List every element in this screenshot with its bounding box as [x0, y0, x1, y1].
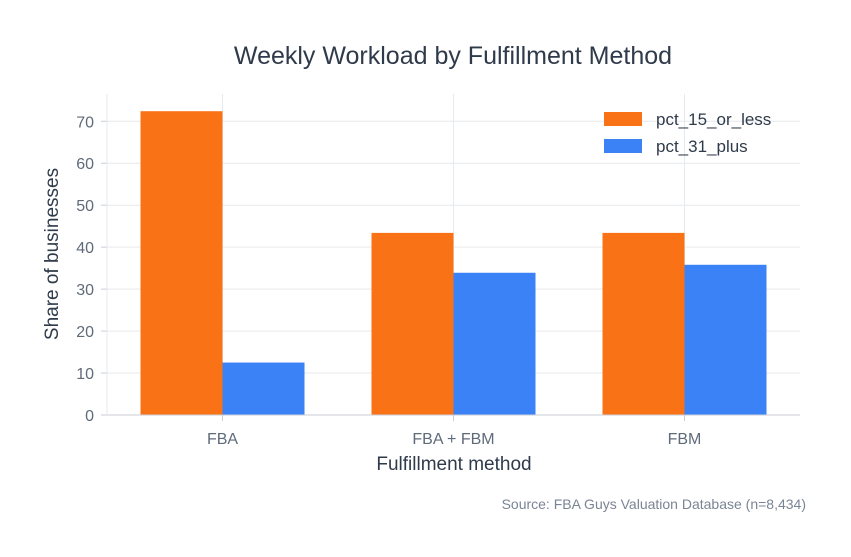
y-tick-label: 10: [76, 366, 94, 383]
bar-pct-31-plus-fba: [222, 362, 305, 415]
y-tick-label: 30: [76, 282, 94, 299]
legend-label-pct-15-or-less: pct_15_or_less: [656, 110, 771, 129]
bar-pct-15-or-less-fba-fbm: [371, 232, 454, 415]
legend: pct_15_or_less pct_31_plus: [604, 110, 771, 156]
bars-layer: [140, 111, 767, 415]
x-axis-title: Fulfillment method: [376, 454, 531, 475]
y-axis-title: Share of businesses: [42, 168, 63, 340]
y-tick-label: 40: [76, 240, 94, 257]
y-tick-label: 20: [76, 324, 94, 341]
bar-pct-31-plus-fba-fbm: [453, 272, 536, 415]
legend-label-pct-31-plus: pct_31_plus: [656, 137, 748, 156]
y-tick-label: 60: [76, 156, 94, 173]
bar-pct-15-or-less-fba: [140, 111, 223, 415]
bar-pct-31-plus-fbm: [684, 264, 767, 415]
x-tick-label: FBM: [668, 431, 702, 448]
y-tick-label: 70: [76, 114, 94, 131]
y-tick-label: 50: [76, 198, 94, 215]
source-note: Source: FBA Guys Valuation Database (n=8…: [502, 496, 806, 512]
bar-pct-15-or-less-fbm: [602, 232, 685, 415]
y-tick-label: 0: [85, 408, 94, 425]
legend-swatch-pct-31-plus: [604, 139, 642, 153]
chart-title: Weekly Workload by Fulfillment Method: [234, 42, 672, 70]
axis-layer: 0 10 20 30 40 50 60 70 FBA FBA + FBM FBM: [76, 94, 800, 448]
x-tick-label: FBA + FBM: [412, 431, 494, 448]
legend-swatch-pct-15-or-less: [604, 112, 642, 126]
x-tick-label: FBA: [207, 431, 238, 448]
